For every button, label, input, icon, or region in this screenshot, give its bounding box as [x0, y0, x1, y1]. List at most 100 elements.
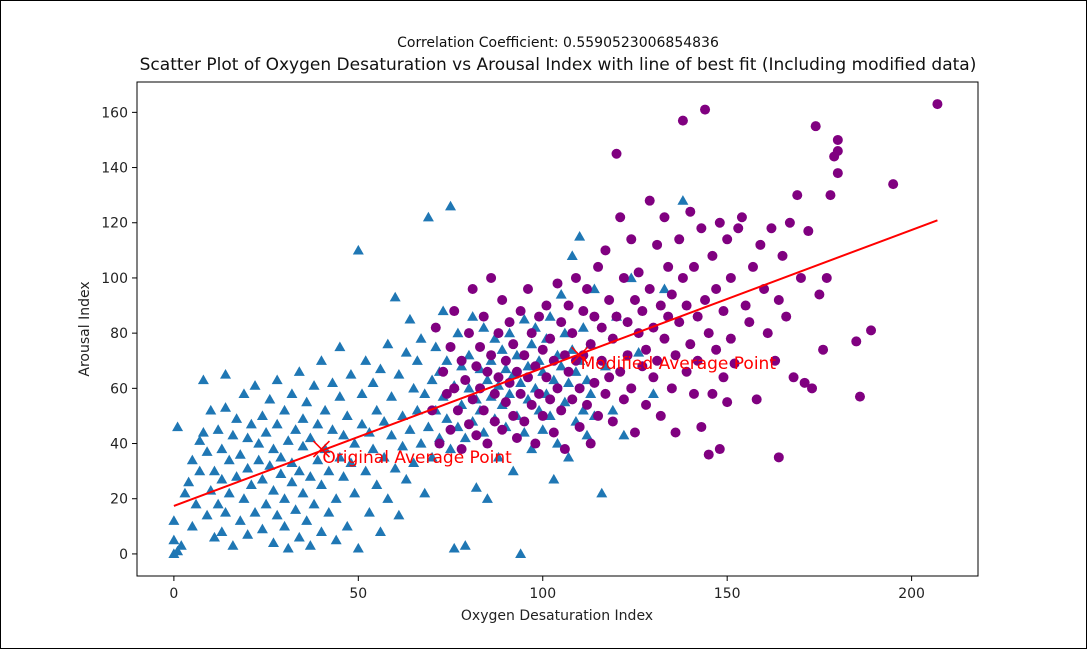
modified-data-point	[714, 217, 725, 228]
original-data-point	[411, 355, 423, 365]
original-data-point	[633, 346, 645, 357]
original-data-point	[308, 498, 320, 509]
modified-data-point	[526, 399, 537, 410]
modified-data-point	[755, 239, 766, 250]
modified-data-point	[725, 272, 736, 283]
modified-data-point	[637, 361, 648, 372]
original-data-point	[330, 493, 342, 503]
original-data-point	[334, 341, 346, 352]
original-data-point	[404, 424, 416, 434]
modified-data-point	[773, 295, 784, 306]
original-data-point	[415, 333, 427, 343]
modified-data-point	[803, 226, 814, 237]
original-data-point	[315, 355, 327, 365]
modified-data-point	[515, 388, 526, 399]
original-data-point	[249, 380, 261, 390]
original-data-point	[234, 449, 246, 459]
modified-data-point	[736, 212, 747, 223]
original-data-point	[201, 509, 213, 520]
original-data-point	[496, 344, 508, 354]
modified-data-point	[445, 424, 456, 435]
y-tick-label: 140	[101, 161, 128, 177]
original-data-point	[338, 429, 350, 440]
modified-data-point	[821, 272, 832, 283]
original-data-point	[500, 363, 512, 374]
modified-data-point	[718, 306, 729, 317]
original-data-point	[352, 542, 364, 553]
modified-data-point	[541, 300, 552, 311]
modified-data-point	[589, 311, 600, 322]
original-data-point	[445, 443, 457, 454]
original-data-point	[231, 471, 243, 481]
modified-data-point	[618, 394, 629, 405]
modified-data-point	[515, 306, 526, 317]
original-data-point	[378, 415, 390, 426]
original-data-point	[186, 454, 198, 465]
modified-data-point	[460, 375, 471, 386]
original-data-point	[389, 462, 401, 473]
modified-data-point	[711, 344, 722, 355]
original-data-point	[242, 529, 254, 539]
modified-data-point	[674, 317, 685, 328]
original-data-point	[397, 440, 409, 451]
original-data-point	[507, 465, 519, 476]
line-of-best-fit	[173, 219, 938, 507]
original-data-point	[577, 322, 589, 332]
original-data-point	[220, 402, 232, 412]
modified-data-point	[696, 421, 707, 432]
modified-data-point	[445, 341, 456, 352]
modified-data-point	[504, 317, 515, 328]
modified-data-point	[607, 416, 618, 427]
modified-data-point	[751, 394, 762, 405]
modified-data-point	[747, 261, 758, 272]
original-data-point	[441, 413, 453, 423]
original-data-point	[585, 388, 597, 398]
original-data-point	[563, 451, 575, 462]
modified-data-point	[593, 410, 604, 421]
modified-data-point	[729, 358, 740, 369]
modified-data-point	[670, 350, 681, 361]
modified-data-point	[652, 239, 663, 250]
modified-data-point	[486, 272, 497, 283]
modified-data-point	[489, 416, 500, 427]
original-data-point	[345, 369, 357, 379]
original-data-point	[515, 377, 527, 387]
original-data-point	[286, 388, 298, 398]
marker-stroke	[312, 440, 330, 458]
modified-data-point	[593, 261, 604, 272]
original-data-point	[234, 515, 246, 525]
original-data-point	[297, 440, 309, 451]
original-data-point	[341, 520, 353, 531]
modified-data-point	[629, 295, 640, 306]
original-data-point	[367, 443, 379, 454]
original-data-point	[360, 465, 372, 476]
original-data-point	[374, 363, 386, 374]
modified-data-point	[574, 383, 585, 394]
modified-data-point	[854, 391, 865, 402]
y-axis-label: Arousal Index	[77, 281, 93, 376]
original-data-point	[386, 429, 398, 440]
modified-data-point	[604, 295, 615, 306]
modified-data-point	[688, 388, 699, 399]
modified-data-point	[541, 372, 552, 383]
original-data-point	[430, 341, 442, 352]
original-data-point	[312, 454, 324, 465]
modified-data-point	[530, 438, 541, 449]
original-data-point	[552, 438, 563, 448]
modified-data-point	[471, 361, 482, 372]
annotations: Original Average Point Modified Average P…	[312, 346, 776, 468]
modified-data-point	[777, 250, 788, 261]
y-tick-label: 100	[101, 271, 128, 287]
original-data-point	[275, 468, 287, 479]
modified-data-point	[652, 355, 663, 366]
modified-data-point	[534, 311, 545, 322]
original-data-point	[216, 526, 228, 536]
original-data-point	[208, 531, 220, 542]
modified-data-point	[677, 115, 688, 126]
original-data-point	[208, 465, 220, 476]
original-data-point	[260, 426, 272, 437]
modified-data-point	[548, 427, 559, 438]
original-data-point	[338, 471, 350, 481]
modified-data-point	[596, 355, 607, 366]
original-data-point	[599, 360, 611, 371]
